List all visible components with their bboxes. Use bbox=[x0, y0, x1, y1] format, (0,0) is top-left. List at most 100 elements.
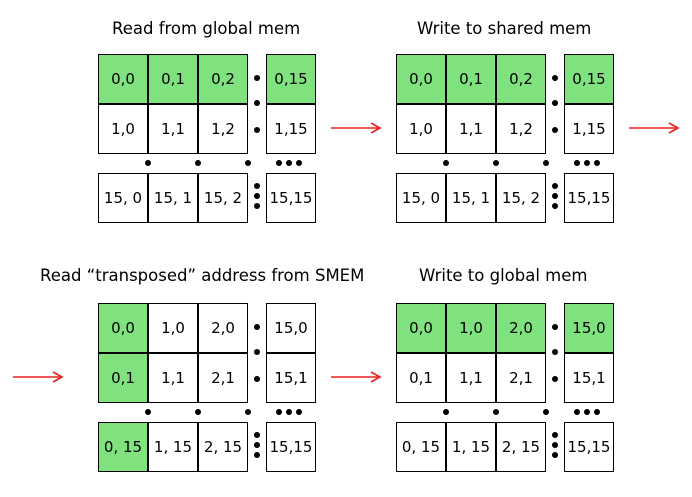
matrix-cell: 0,0 bbox=[396, 54, 446, 104]
matrix-cell: 0,0 bbox=[98, 54, 148, 104]
ellipsis-dot bbox=[594, 409, 600, 415]
matrix-cell: 0, 15 bbox=[396, 422, 446, 472]
ellipsis-dot bbox=[254, 183, 260, 189]
matrix-cell: 1,0 bbox=[446, 303, 496, 353]
ellipsis-dot bbox=[254, 442, 260, 448]
panel-title-read-transposed: Read “transposed” address from SMEM bbox=[40, 266, 365, 285]
matrix-cell: 2,1 bbox=[496, 353, 546, 403]
ellipsis-dot bbox=[584, 160, 590, 166]
ellipsis-dot bbox=[276, 160, 282, 166]
ellipsis-dot bbox=[254, 452, 260, 458]
matrix-cell: 15,15 bbox=[564, 173, 614, 223]
matrix-cell: 15,1 bbox=[564, 353, 614, 403]
arrow-right-icon bbox=[13, 371, 64, 383]
matrix-cell: 1,15 bbox=[266, 104, 316, 154]
ellipsis-dot bbox=[254, 75, 260, 81]
ellipsis-dot bbox=[552, 349, 558, 355]
ellipsis-dot bbox=[552, 376, 558, 382]
ellipsis-dot bbox=[254, 324, 260, 330]
matrix-cell: 0,1 bbox=[98, 353, 148, 403]
matrix-cell: 15,0 bbox=[266, 303, 316, 353]
ellipsis-dot bbox=[552, 442, 558, 448]
ellipsis-dot bbox=[254, 376, 260, 382]
ellipsis-dot bbox=[574, 409, 580, 415]
matrix-cell: 15,0 bbox=[564, 303, 614, 353]
ellipsis-dot bbox=[286, 160, 292, 166]
matrix-cell: 2, 15 bbox=[198, 422, 248, 472]
arrow-right-icon bbox=[331, 122, 382, 134]
matrix-cell: 1,2 bbox=[496, 104, 546, 154]
ellipsis-dot bbox=[552, 127, 558, 133]
matrix-cell: 1,2 bbox=[198, 104, 248, 154]
panel-title-write-shared: Write to shared mem bbox=[417, 19, 592, 38]
matrix-cell: 1, 15 bbox=[446, 422, 496, 472]
ellipsis-dot bbox=[195, 160, 201, 166]
ellipsis-dot bbox=[276, 409, 282, 415]
arrow-right-icon bbox=[331, 371, 382, 383]
ellipsis-dot bbox=[296, 409, 302, 415]
matrix-cell: 15, 2 bbox=[198, 173, 248, 223]
matrix-cell: 1,0 bbox=[396, 104, 446, 154]
matrix-cell: 1, 15 bbox=[148, 422, 198, 472]
ellipsis-dot bbox=[443, 160, 449, 166]
matrix-cell: 1,1 bbox=[446, 353, 496, 403]
matrix-cell: 0,0 bbox=[396, 303, 446, 353]
ellipsis-dot bbox=[543, 409, 549, 415]
ellipsis-dot bbox=[254, 349, 260, 355]
matrix-cell: 15, 1 bbox=[148, 173, 198, 223]
matrix-cell: 0,1 bbox=[396, 353, 446, 403]
ellipsis-dot bbox=[443, 409, 449, 415]
panel-title-read-global: Read from global mem bbox=[112, 19, 301, 38]
matrix-cell: 0,1 bbox=[446, 54, 496, 104]
ellipsis-dot bbox=[195, 409, 201, 415]
ellipsis-dot bbox=[543, 160, 549, 166]
ellipsis-dot bbox=[254, 432, 260, 438]
matrix-cell: 15, 0 bbox=[396, 173, 446, 223]
arrow-right-icon bbox=[629, 122, 680, 134]
matrix-cell: 1,0 bbox=[148, 303, 198, 353]
ellipsis-dot bbox=[552, 75, 558, 81]
ellipsis-dot bbox=[552, 203, 558, 209]
ellipsis-dot bbox=[296, 160, 302, 166]
ellipsis-dot bbox=[493, 160, 499, 166]
matrix-cell: 1,15 bbox=[564, 104, 614, 154]
ellipsis-dot bbox=[594, 160, 600, 166]
ellipsis-dot bbox=[552, 100, 558, 106]
ellipsis-dot bbox=[286, 409, 292, 415]
matrix-cell: 0,15 bbox=[564, 54, 614, 104]
matrix-cell: 1,1 bbox=[446, 104, 496, 154]
matrix-cell: 15,15 bbox=[266, 422, 316, 472]
matrix-cell: 15,1 bbox=[266, 353, 316, 403]
ellipsis-dot bbox=[584, 409, 590, 415]
ellipsis-dot bbox=[493, 409, 499, 415]
matrix-cell: 15, 1 bbox=[446, 173, 496, 223]
panel-title-write-global: Write to global mem bbox=[419, 266, 588, 285]
ellipsis-dot bbox=[552, 432, 558, 438]
ellipsis-dot bbox=[254, 203, 260, 209]
ellipsis-dot bbox=[552, 324, 558, 330]
matrix-cell: 15,15 bbox=[266, 173, 316, 223]
matrix-cell: 0,15 bbox=[266, 54, 316, 104]
matrix-cell: 0,1 bbox=[148, 54, 198, 104]
matrix-cell: 0,0 bbox=[98, 303, 148, 353]
ellipsis-dot bbox=[552, 452, 558, 458]
matrix-cell: 1,1 bbox=[148, 104, 198, 154]
ellipsis-dot bbox=[254, 100, 260, 106]
matrix-cell: 2,1 bbox=[198, 353, 248, 403]
matrix-cell: 15, 0 bbox=[98, 173, 148, 223]
matrix-cell: 15,15 bbox=[564, 422, 614, 472]
ellipsis-dot bbox=[574, 160, 580, 166]
matrix-cell: 0, 15 bbox=[98, 422, 148, 472]
matrix-cell: 2,0 bbox=[496, 303, 546, 353]
matrix-cell: 2, 15 bbox=[496, 422, 546, 472]
matrix-cell: 1,1 bbox=[148, 353, 198, 403]
ellipsis-dot bbox=[145, 160, 151, 166]
matrix-cell: 15, 2 bbox=[496, 173, 546, 223]
ellipsis-dot bbox=[254, 193, 260, 199]
ellipsis-dot bbox=[245, 160, 251, 166]
ellipsis-dot bbox=[552, 193, 558, 199]
ellipsis-dot bbox=[245, 409, 251, 415]
matrix-cell: 0,2 bbox=[198, 54, 248, 104]
ellipsis-dot bbox=[145, 409, 151, 415]
ellipsis-dot bbox=[254, 127, 260, 133]
